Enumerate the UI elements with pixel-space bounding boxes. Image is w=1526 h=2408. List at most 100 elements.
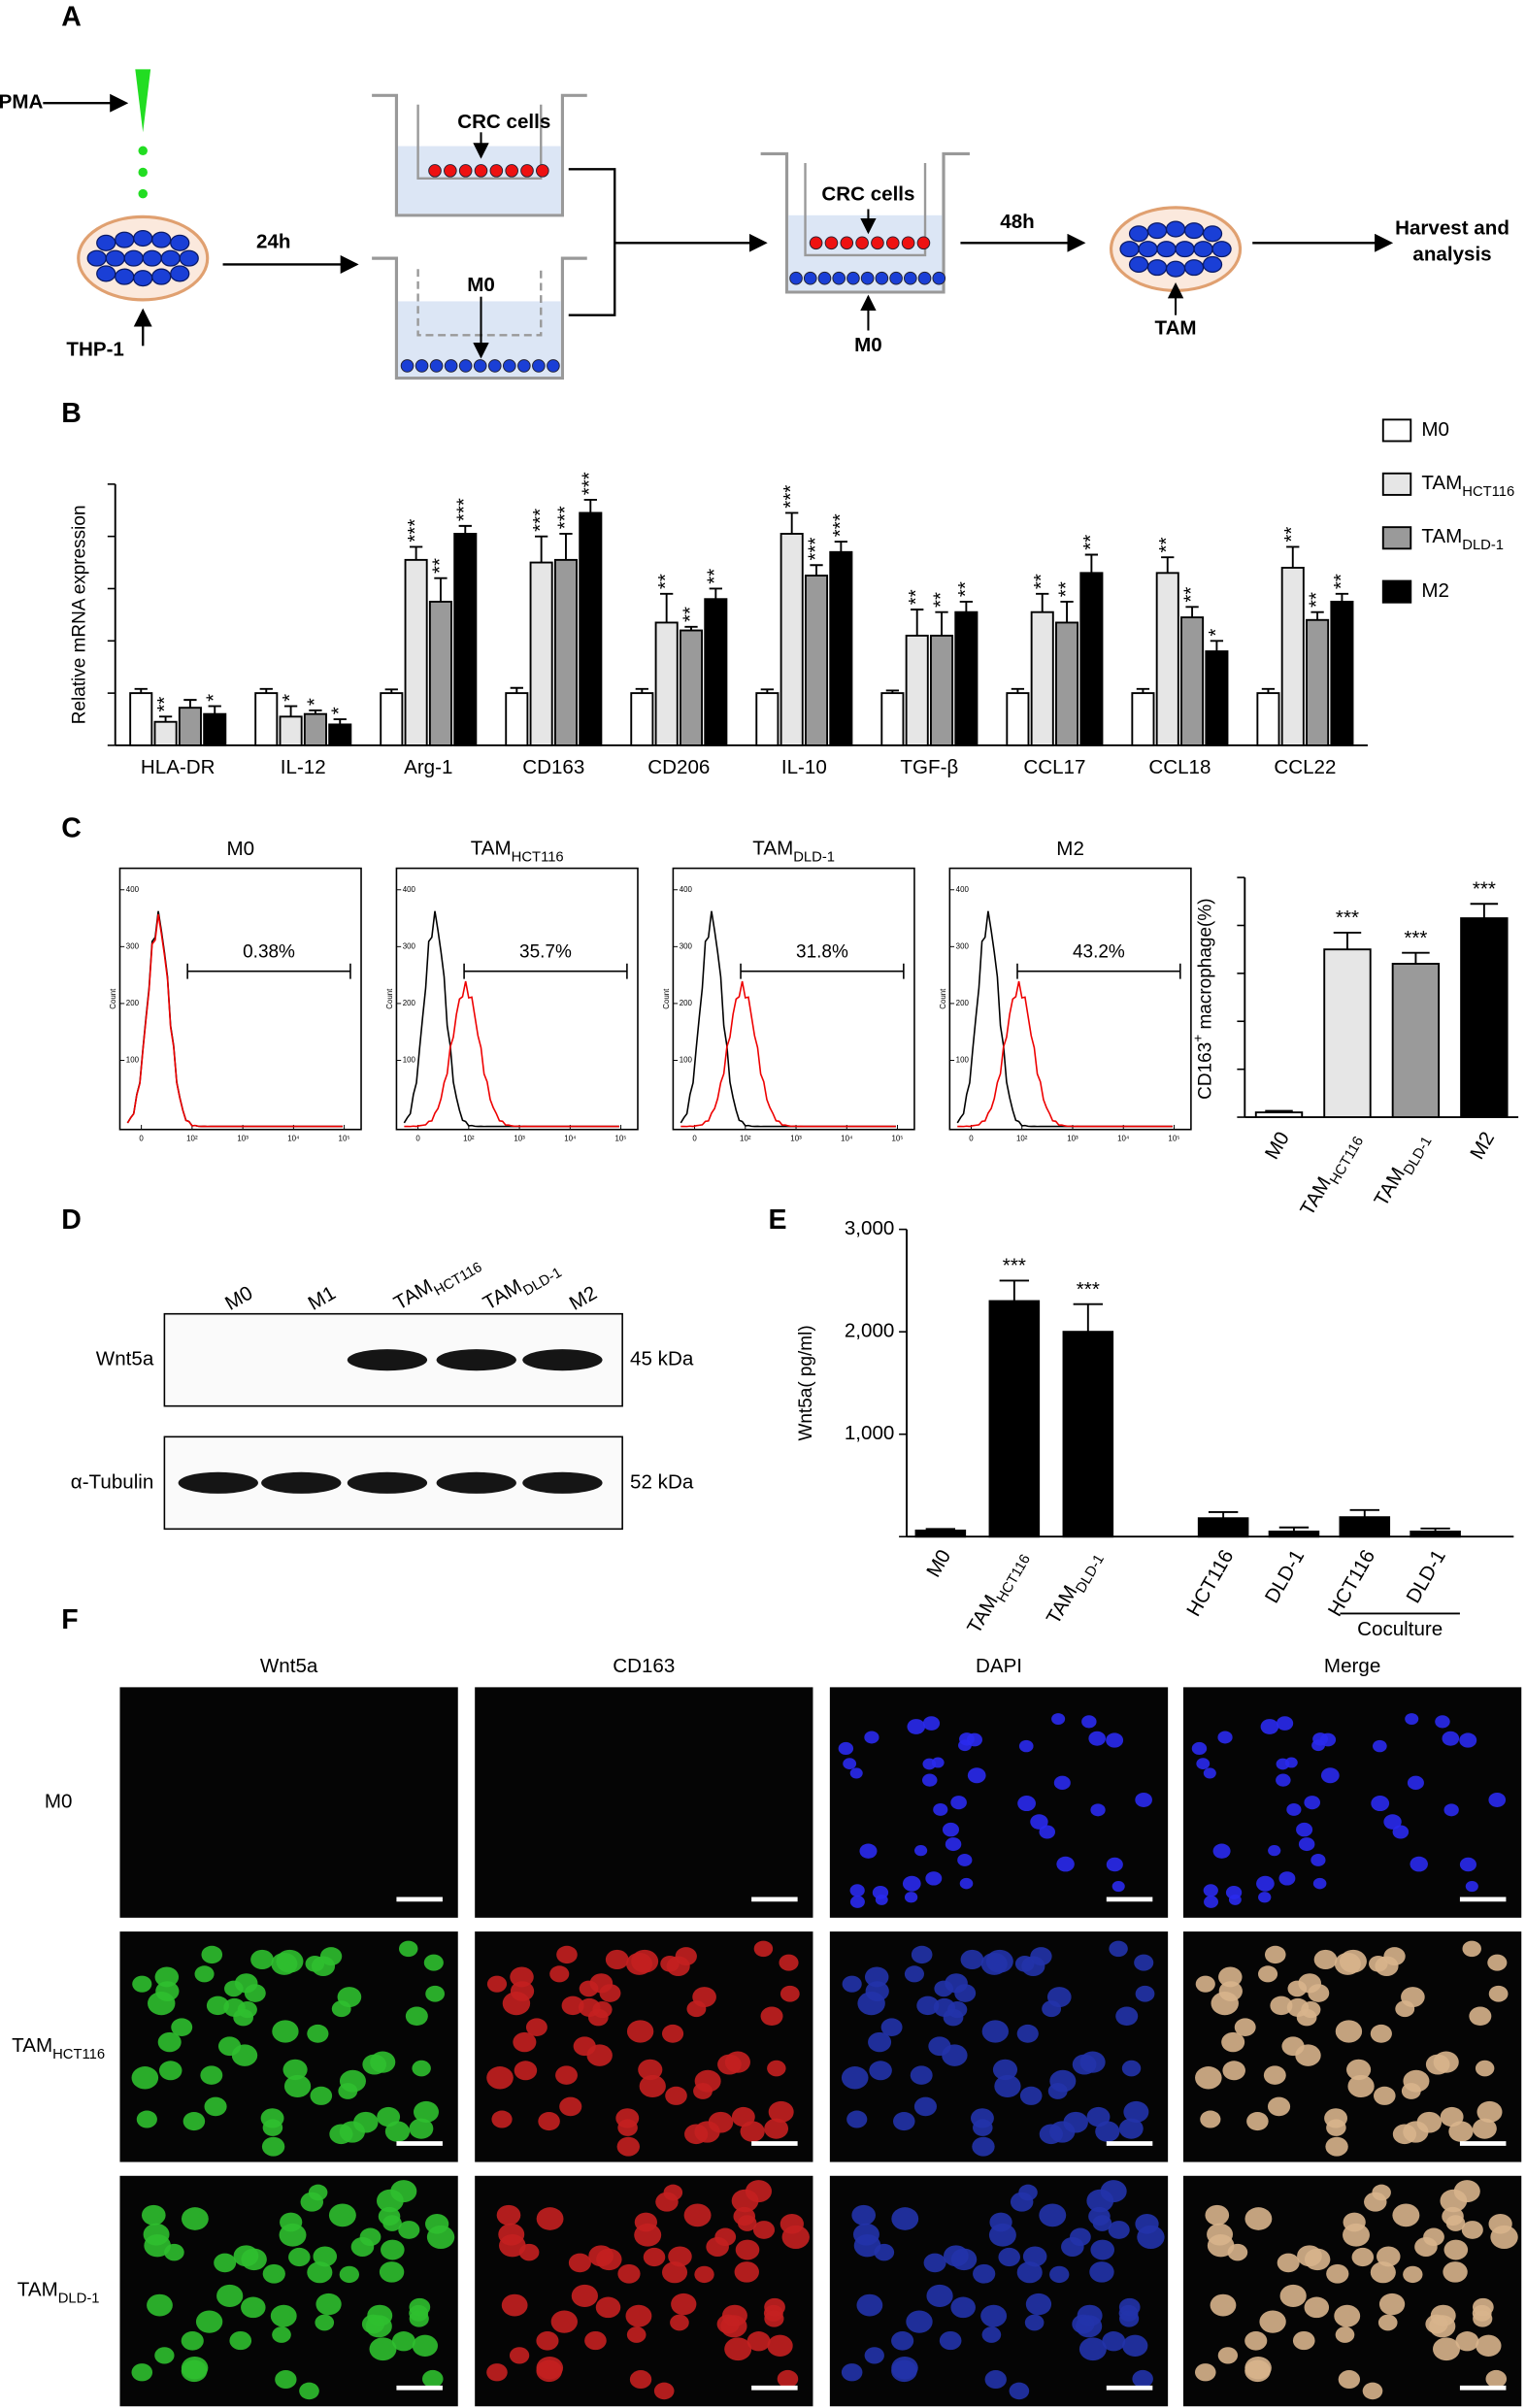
cell — [390, 2180, 417, 2203]
blot-row-label: α-Tubulin — [71, 1470, 153, 1493]
x-tick-label: Arg-1 — [404, 756, 452, 778]
error-bar — [183, 699, 197, 709]
flow-y-tick-label: 100 — [680, 1056, 693, 1065]
cell — [473, 359, 487, 373]
bar — [780, 533, 804, 746]
cell — [86, 249, 107, 267]
x-tick-label: HCT116 — [1324, 1546, 1379, 1621]
cell — [746, 2331, 771, 2352]
cell — [501, 2293, 528, 2317]
cell — [1061, 2236, 1084, 2257]
cell — [412, 2334, 439, 2358]
row-label: M0 — [45, 1791, 73, 1813]
cell — [559, 2096, 582, 2117]
flow-y-label: Count — [385, 988, 394, 1009]
cell — [922, 1716, 941, 1731]
cell — [889, 271, 903, 285]
cell — [315, 2314, 335, 2331]
panel-label: A — [61, 2, 82, 33]
cell — [1121, 2060, 1142, 2077]
flow-x-tick-label: 10⁵ — [339, 1134, 350, 1142]
cell — [428, 164, 442, 178]
cell — [1106, 1857, 1123, 1872]
cell — [947, 2000, 968, 2019]
error-bar — [309, 709, 322, 714]
cell — [231, 2044, 258, 2066]
cell — [717, 2054, 742, 2075]
cell — [925, 1871, 943, 1886]
bar — [1079, 572, 1104, 746]
error-bar — [534, 535, 548, 563]
cell — [950, 2296, 976, 2319]
cell — [1222, 2061, 1245, 2081]
cell — [1024, 2314, 1045, 2331]
cell — [518, 2243, 540, 2261]
cell — [904, 271, 917, 285]
cell — [1371, 1796, 1390, 1812]
label-part: DLD-1 — [58, 2291, 100, 2306]
diagram — [43, 69, 1394, 380]
cell — [1146, 222, 1168, 240]
cell — [151, 268, 172, 285]
cell — [328, 2203, 356, 2227]
cell — [458, 359, 473, 373]
drops — [138, 146, 148, 199]
cell — [923, 2253, 946, 2273]
cell — [605, 1949, 629, 1970]
cell — [984, 2370, 1007, 2390]
flow-x-tick-label: 10² — [1016, 1134, 1028, 1142]
cell — [846, 271, 860, 285]
cell — [1334, 2304, 1361, 2327]
connector — [568, 168, 766, 316]
legend-label: TAMDLD-1 — [1421, 526, 1504, 553]
bar — [755, 692, 780, 746]
flow-x-tick-label: 10⁴ — [841, 1134, 852, 1142]
cell — [1395, 2000, 1415, 2018]
cell — [1286, 1803, 1302, 1816]
flow-title: TAMDLD-1 — [752, 838, 835, 865]
cell — [891, 2330, 914, 2351]
label-part: TAM — [17, 2279, 58, 2301]
x-tick-label: IL-12 — [281, 756, 326, 778]
significance: *** — [1003, 1255, 1026, 1277]
cell — [1335, 2326, 1355, 2343]
panel-label: C — [61, 813, 82, 844]
cell — [643, 2247, 666, 2267]
cell — [1088, 2206, 1111, 2227]
cell — [779, 1954, 799, 1971]
cell — [1049, 2069, 1077, 2093]
cell — [1276, 1716, 1294, 1731]
cell — [474, 164, 488, 178]
cell — [780, 1985, 800, 2002]
flow-y-tick-label: 300 — [403, 941, 416, 950]
cell — [1165, 220, 1186, 238]
cell — [973, 2119, 993, 2136]
cell — [538, 2111, 560, 2131]
cell — [262, 2263, 285, 2284]
cell — [179, 249, 199, 267]
cell — [1343, 2212, 1366, 2232]
cell — [362, 2054, 387, 2075]
cell — [864, 1731, 879, 1744]
cell — [960, 1949, 984, 1970]
cell — [379, 2261, 405, 2283]
cell — [1473, 2310, 1493, 2327]
x-tick-label: IL-10 — [781, 756, 827, 778]
cell — [670, 2314, 689, 2331]
cell — [1128, 255, 1149, 273]
error-bar — [384, 688, 398, 694]
cell — [686, 2000, 707, 2018]
cell — [675, 1947, 697, 1966]
cell — [865, 1981, 889, 2001]
cell — [1461, 2221, 1483, 2239]
significance: ** — [654, 574, 677, 589]
error-bar — [510, 686, 523, 694]
cell — [1089, 2261, 1114, 2283]
cell — [1338, 2370, 1361, 2390]
cell — [767, 2060, 786, 2077]
cell — [767, 2334, 793, 2358]
cell — [409, 2118, 434, 2139]
cell — [942, 1822, 959, 1837]
flow-x-tick-label: 10³ — [790, 1134, 802, 1142]
cell — [981, 2326, 1002, 2343]
